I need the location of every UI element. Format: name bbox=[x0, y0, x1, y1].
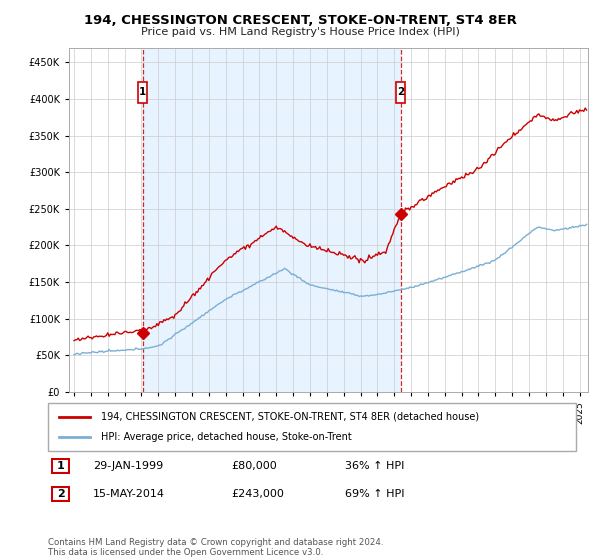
Text: 15-MAY-2014: 15-MAY-2014 bbox=[93, 489, 165, 499]
Text: 69% ↑ HPI: 69% ↑ HPI bbox=[345, 489, 404, 499]
Text: Contains HM Land Registry data © Crown copyright and database right 2024.
This d: Contains HM Land Registry data © Crown c… bbox=[48, 538, 383, 557]
Text: HPI: Average price, detached house, Stoke-on-Trent: HPI: Average price, detached house, Stok… bbox=[101, 432, 352, 442]
Text: 194, CHESSINGTON CRESCENT, STOKE-ON-TRENT, ST4 8ER: 194, CHESSINGTON CRESCENT, STOKE-ON-TREN… bbox=[83, 14, 517, 27]
FancyBboxPatch shape bbox=[48, 403, 576, 451]
Bar bbox=[143, 48, 401, 392]
FancyBboxPatch shape bbox=[52, 487, 69, 501]
Text: 36% ↑ HPI: 36% ↑ HPI bbox=[345, 461, 404, 471]
Text: Price paid vs. HM Land Registry's House Price Index (HPI): Price paid vs. HM Land Registry's House … bbox=[140, 27, 460, 37]
Text: 29-JAN-1999: 29-JAN-1999 bbox=[93, 461, 163, 471]
Text: 1: 1 bbox=[57, 461, 64, 471]
FancyBboxPatch shape bbox=[396, 82, 405, 102]
Text: £243,000: £243,000 bbox=[231, 489, 284, 499]
FancyBboxPatch shape bbox=[52, 459, 69, 473]
Text: 1: 1 bbox=[139, 87, 146, 97]
Text: £80,000: £80,000 bbox=[231, 461, 277, 471]
Text: 2: 2 bbox=[397, 87, 404, 97]
Text: 194, CHESSINGTON CRESCENT, STOKE-ON-TRENT, ST4 8ER (detached house): 194, CHESSINGTON CRESCENT, STOKE-ON-TREN… bbox=[101, 412, 479, 422]
FancyBboxPatch shape bbox=[138, 82, 148, 102]
Text: 2: 2 bbox=[57, 489, 64, 499]
